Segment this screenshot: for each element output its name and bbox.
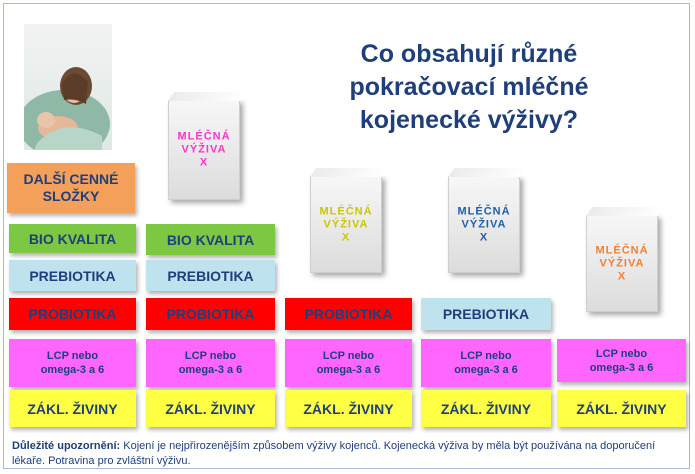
product-3-line3: X: [479, 231, 489, 243]
lcp-1-line2: omega-3 a 6: [40, 364, 105, 376]
layer-prebiotics-1: PREBIOTIKA: [9, 260, 136, 291]
lcp-4-line1: LCP nebo: [460, 350, 512, 362]
layer-basic-5: ZÁKL. ŽIVINY: [557, 390, 686, 427]
product-2-line1: MLÉČNÁ: [319, 205, 373, 217]
product-label-1: MLÉČNÁ VÝŽIVA X: [169, 131, 239, 170]
layer-extra-components: DALŠÍ CENNÉ SLOŽKY: [7, 163, 135, 213]
product-1-line2: VÝŽIVA: [181, 143, 227, 156]
layer-lcp-1: LCP nebo omega-3 a 6: [9, 339, 136, 387]
layer-lcp-4: LCP nebo omega-3 a 6: [421, 339, 551, 387]
layer-basic-1: ZÁKL. ŽIVINY: [9, 390, 136, 427]
lcp-3-line1: LCP nebo: [322, 350, 375, 362]
product-4-line2: VÝŽIVA: [599, 257, 645, 269]
lcp-3-line2: omega-3 a 6: [316, 364, 381, 376]
lcp-2-line2: omega-3 a 6: [178, 364, 243, 376]
product-1-line3: X: [199, 156, 209, 169]
layer-probiotics-1: PROBIOTIKA: [9, 298, 136, 330]
layer-lcp-3: LCP nebo omega-3 a 6: [285, 339, 412, 387]
product-2-line2: VÝŽIVA: [323, 218, 369, 230]
product-box-1: MLÉČNÁ VÝŽIVA X: [168, 92, 247, 200]
product-box-4: MLÉČNÁ VÝŽIVA X: [586, 207, 665, 312]
lcp-4-line2: omega-3 a 6: [454, 364, 518, 376]
layer-probiotics-3: PROBIOTIKA: [285, 298, 412, 330]
layer-lcp-2: LCP nebo omega-3 a 6: [146, 339, 275, 387]
layer-bio-2: BIO KVALITA: [146, 224, 275, 255]
disclaimer-text: Kojení je nejpřirozenějším způsobem výži…: [12, 440, 656, 467]
mother-baby-photo: [18, 24, 112, 158]
lcp-2-line1: LCP nebo: [184, 350, 237, 362]
disclaimer-label: Důležité upozornění:: [12, 440, 121, 452]
layer-probiotics-2: PROBIOTIKA: [146, 298, 275, 330]
product-label-2: MLÉČNÁ VÝŽIVA X: [311, 205, 381, 244]
lcp-5-line2: omega-3 a 6: [589, 361, 654, 374]
product-3-line2: VÝŽIVA: [461, 218, 507, 230]
layer-prebiotics-4: PREBIOTIKA: [421, 298, 551, 330]
product-label-3: MLÉČNÁ VÝŽIVA X: [449, 205, 519, 244]
layer-prebiotics-2: PREBIOTIKA: [146, 260, 275, 291]
layer-extra-text: DALŠÍ CENNÉ SLOŽKY: [23, 171, 119, 204]
product-1-line1: MLÉČNÁ: [177, 130, 231, 143]
page-title: Co obsahují různé pokračovací mléčné koj…: [349, 40, 589, 134]
lcp-5-line1: LCP nebo: [595, 347, 648, 360]
product-3-line1: MLÉČNÁ: [457, 205, 511, 217]
infographic-frame: Co obsahují různé pokračovací mléčné koj…: [3, 3, 690, 469]
product-label-4: MLÉČNÁ VÝŽIVA X: [587, 244, 657, 283]
layer-bio-1: BIO KVALITA: [9, 224, 136, 253]
layer-lcp-5: LCP nebo omega-3 a 6: [557, 339, 686, 382]
product-box-2: MLÉČNÁ VÝŽIVA X: [310, 168, 389, 273]
product-4-line3: X: [617, 270, 627, 282]
lcp-1-line1: LCP nebo: [46, 350, 99, 362]
disclaimer-note: Důležité upozornění: Kojení je nejpřiroz…: [12, 439, 690, 469]
layer-basic-3: ZÁKL. ŽIVINY: [285, 390, 412, 427]
layer-basic-4: ZÁKL. ŽIVINY: [421, 390, 551, 427]
product-4-line1: MLÉČNÁ: [595, 244, 649, 256]
layer-basic-2: ZÁKL. ŽIVINY: [146, 390, 275, 427]
product-box-3: MLÉČNÁ VÝŽIVA X: [448, 168, 527, 273]
product-2-line3: X: [341, 231, 351, 243]
